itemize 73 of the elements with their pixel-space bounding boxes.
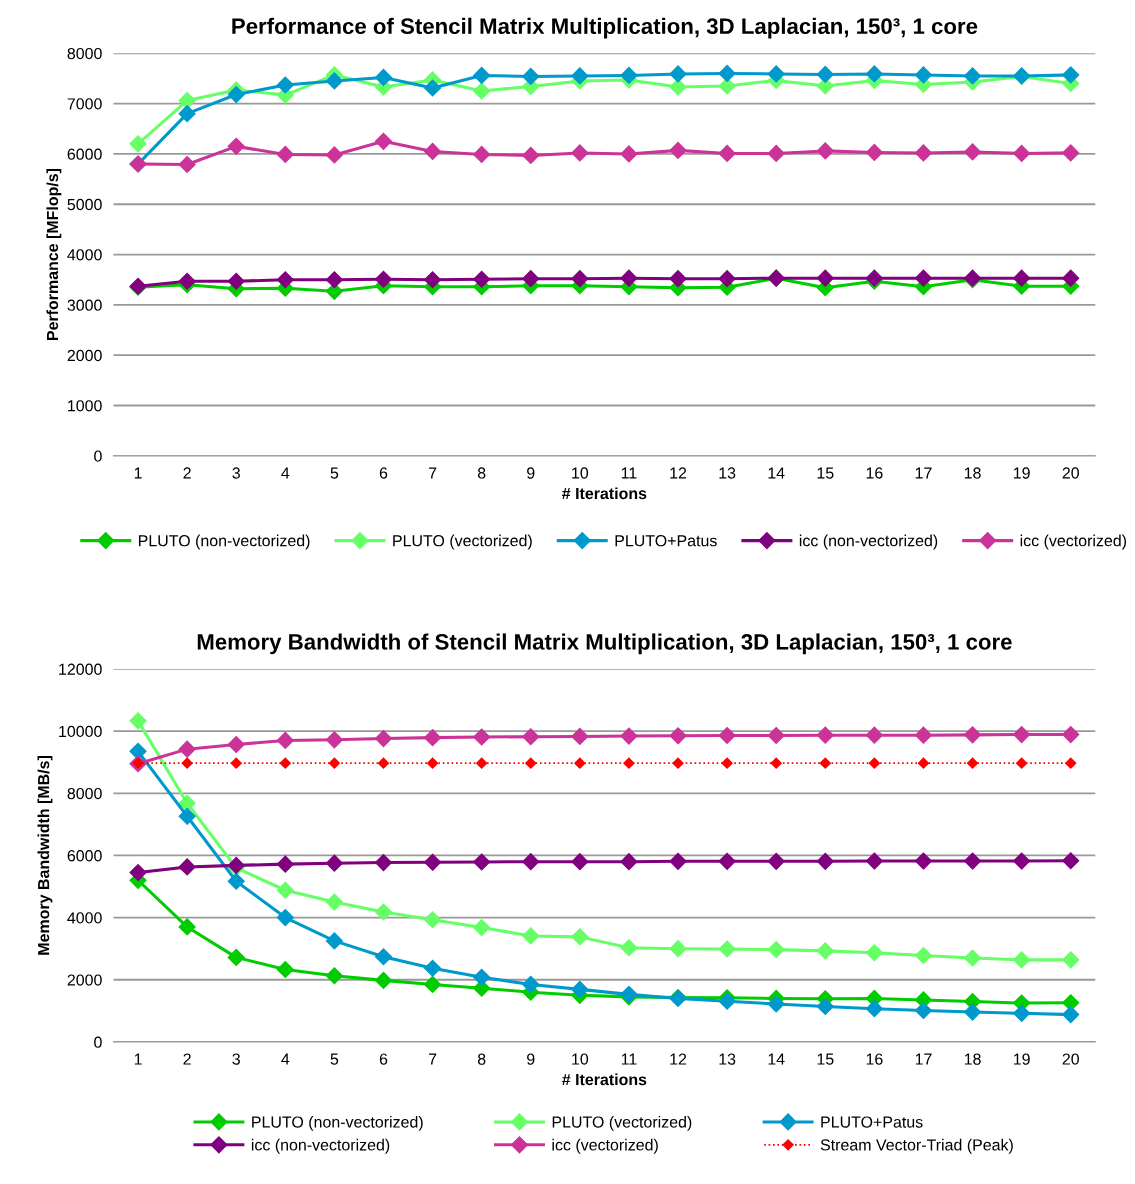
- legend-label: icc (non-vectorized): [799, 534, 938, 550]
- x-tick-label: 18: [964, 467, 981, 479]
- legend-label: PLUTO+Patus: [615, 535, 717, 547]
- legend-label: PLUTO (non-vectorized): [138, 534, 310, 550]
- x-tick-label: 14: [768, 467, 785, 479]
- x-tick-label: 13: [719, 467, 736, 479]
- legend-label: PLUTO (vectorized): [552, 1115, 692, 1131]
- y-tick-label: 2000: [67, 349, 102, 362]
- x-tick-label: 18: [964, 1053, 981, 1065]
- x-tick-label: 1: [134, 1053, 142, 1065]
- x-tick-label: 6: [379, 467, 388, 479]
- y-tick-label: 8000: [67, 47, 102, 60]
- legend-label: Stream Vector-Triad (Peak): [820, 1138, 1013, 1154]
- x-tick-label: 1: [134, 467, 142, 479]
- y-tick-label: 0: [94, 1036, 102, 1048]
- legend-label: icc (non-vectorized): [251, 1138, 390, 1154]
- x-tick-label: 2: [183, 467, 191, 479]
- x-tick-label: 4: [281, 467, 290, 479]
- x-tick-label: 17: [915, 467, 932, 479]
- x-tick-label: 2: [183, 1053, 191, 1065]
- x-tick-label: 19: [1013, 1053, 1030, 1065]
- x-tick-label: 20: [1062, 467, 1079, 479]
- x-tick-label: 5: [330, 1053, 339, 1065]
- y-tick-label: 10000: [59, 725, 102, 738]
- x-tick-label: 16: [866, 1053, 883, 1065]
- y-tick-label: 6000: [67, 148, 102, 160]
- x-tick-label: 15: [817, 467, 834, 479]
- y-axis-title: Memory Bandwidth [MB/s]: [37, 756, 53, 955]
- x-tick-label: 12: [670, 1053, 687, 1065]
- x-tick-label: 17: [915, 1053, 932, 1065]
- x-axis-title: # Iterations: [562, 1073, 647, 1086]
- x-tick-label: 10: [572, 1053, 589, 1065]
- chart-title: Performance of Stencil Matrix Multiplication, 3D Laplacian, 150³, 1 core: [232, 17, 978, 39]
- y-tick-label: 4000: [67, 912, 102, 924]
- y-axis-title: Performance [MFlop/s]: [46, 168, 62, 341]
- x-tick-label: 9: [527, 467, 535, 479]
- x-axis-title: # Iterations: [562, 487, 647, 500]
- chart-title: Memory Bandwidth of Stencil Matrix Multiplication, 3D Laplacian, 150³, 1 core: [197, 633, 1012, 655]
- legend-label: PLUTO (vectorized): [393, 534, 532, 550]
- x-tick-label: 11: [621, 467, 637, 479]
- x-tick-label: 16: [866, 467, 883, 479]
- x-tick-label: 5: [330, 467, 339, 479]
- y-tick-label: 0: [94, 450, 102, 462]
- x-tick-label: 9: [527, 1053, 535, 1065]
- x-tick-label: 14: [768, 1053, 785, 1065]
- x-tick-label: 8: [477, 1053, 486, 1065]
- x-tick-label: 4: [281, 1053, 290, 1065]
- x-tick-label: 3: [232, 1053, 240, 1065]
- y-tick-label: 4000: [67, 249, 102, 261]
- y-tick-label: 2000: [67, 974, 102, 986]
- y-tick-label: 5000: [67, 198, 102, 211]
- x-tick-label: 7: [428, 1053, 437, 1065]
- y-tick-label: 7000: [67, 98, 102, 110]
- y-tick-label: 8000: [67, 787, 102, 800]
- x-tick-label: 15: [817, 1053, 834, 1065]
- x-tick-label: 10: [572, 467, 589, 479]
- legend-label: PLUTO+Patus: [821, 1116, 923, 1128]
- x-tick-label: 20: [1062, 1053, 1079, 1065]
- x-tick-label: 8: [477, 467, 486, 479]
- x-tick-label: 7: [428, 467, 437, 479]
- legend-label: PLUTO (non-vectorized): [252, 1115, 423, 1131]
- y-tick-label: 6000: [67, 850, 102, 862]
- y-tick-label: 3000: [67, 299, 102, 311]
- x-tick-label: 13: [719, 1053, 736, 1065]
- legend-label: icc (vectorized): [1020, 534, 1127, 550]
- x-tick-label: 11: [621, 1053, 637, 1065]
- y-tick-label: 12000: [59, 663, 102, 675]
- x-tick-label: 12: [670, 467, 687, 479]
- legend-label: icc (vectorized): [552, 1138, 658, 1154]
- x-tick-label: 19: [1013, 467, 1030, 479]
- y-tick-label: 1000: [68, 400, 102, 412]
- x-tick-label: 3: [232, 467, 240, 479]
- x-tick-label: 6: [379, 1053, 388, 1065]
